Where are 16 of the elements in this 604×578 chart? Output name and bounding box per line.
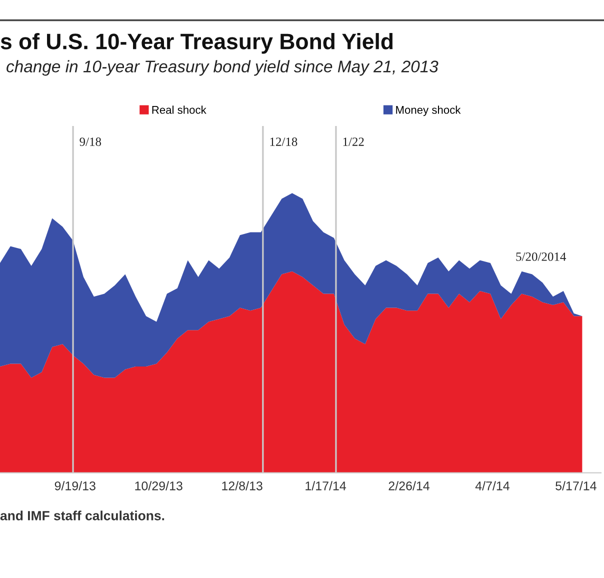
ref-line-label: 1/22: [343, 138, 364, 146]
ref-line-label: 9/18: [80, 138, 102, 146]
text: and IMF staff calculations.: [0, 510, 164, 520]
x-tick-label: 4/7/14: [475, 481, 510, 490]
legend-label: Money shock: [396, 106, 461, 116]
x-tick-label: 2/26/14: [388, 481, 430, 490]
annotation: 5/20/2014: [516, 252, 566, 261]
x-tick-label: 1/17/14: [306, 481, 346, 490]
ref-line-label: 12/18: [270, 138, 298, 146]
chart-title: s of U.S. 10-Year Treasury Bond Yield: [0, 33, 393, 54]
chart-subtitle: change in 10-year Treasury bond yield since May 21, 2013: [6, 60, 438, 76]
x-tick-label: 5/17/14: [556, 481, 596, 490]
x-tick-label: 9/19/13: [54, 481, 96, 490]
legend-label: Real shock: [152, 106, 206, 114]
x-tick-label: 10/29/13: [135, 481, 182, 490]
x-tick-label: 12/8/13: [222, 481, 262, 490]
